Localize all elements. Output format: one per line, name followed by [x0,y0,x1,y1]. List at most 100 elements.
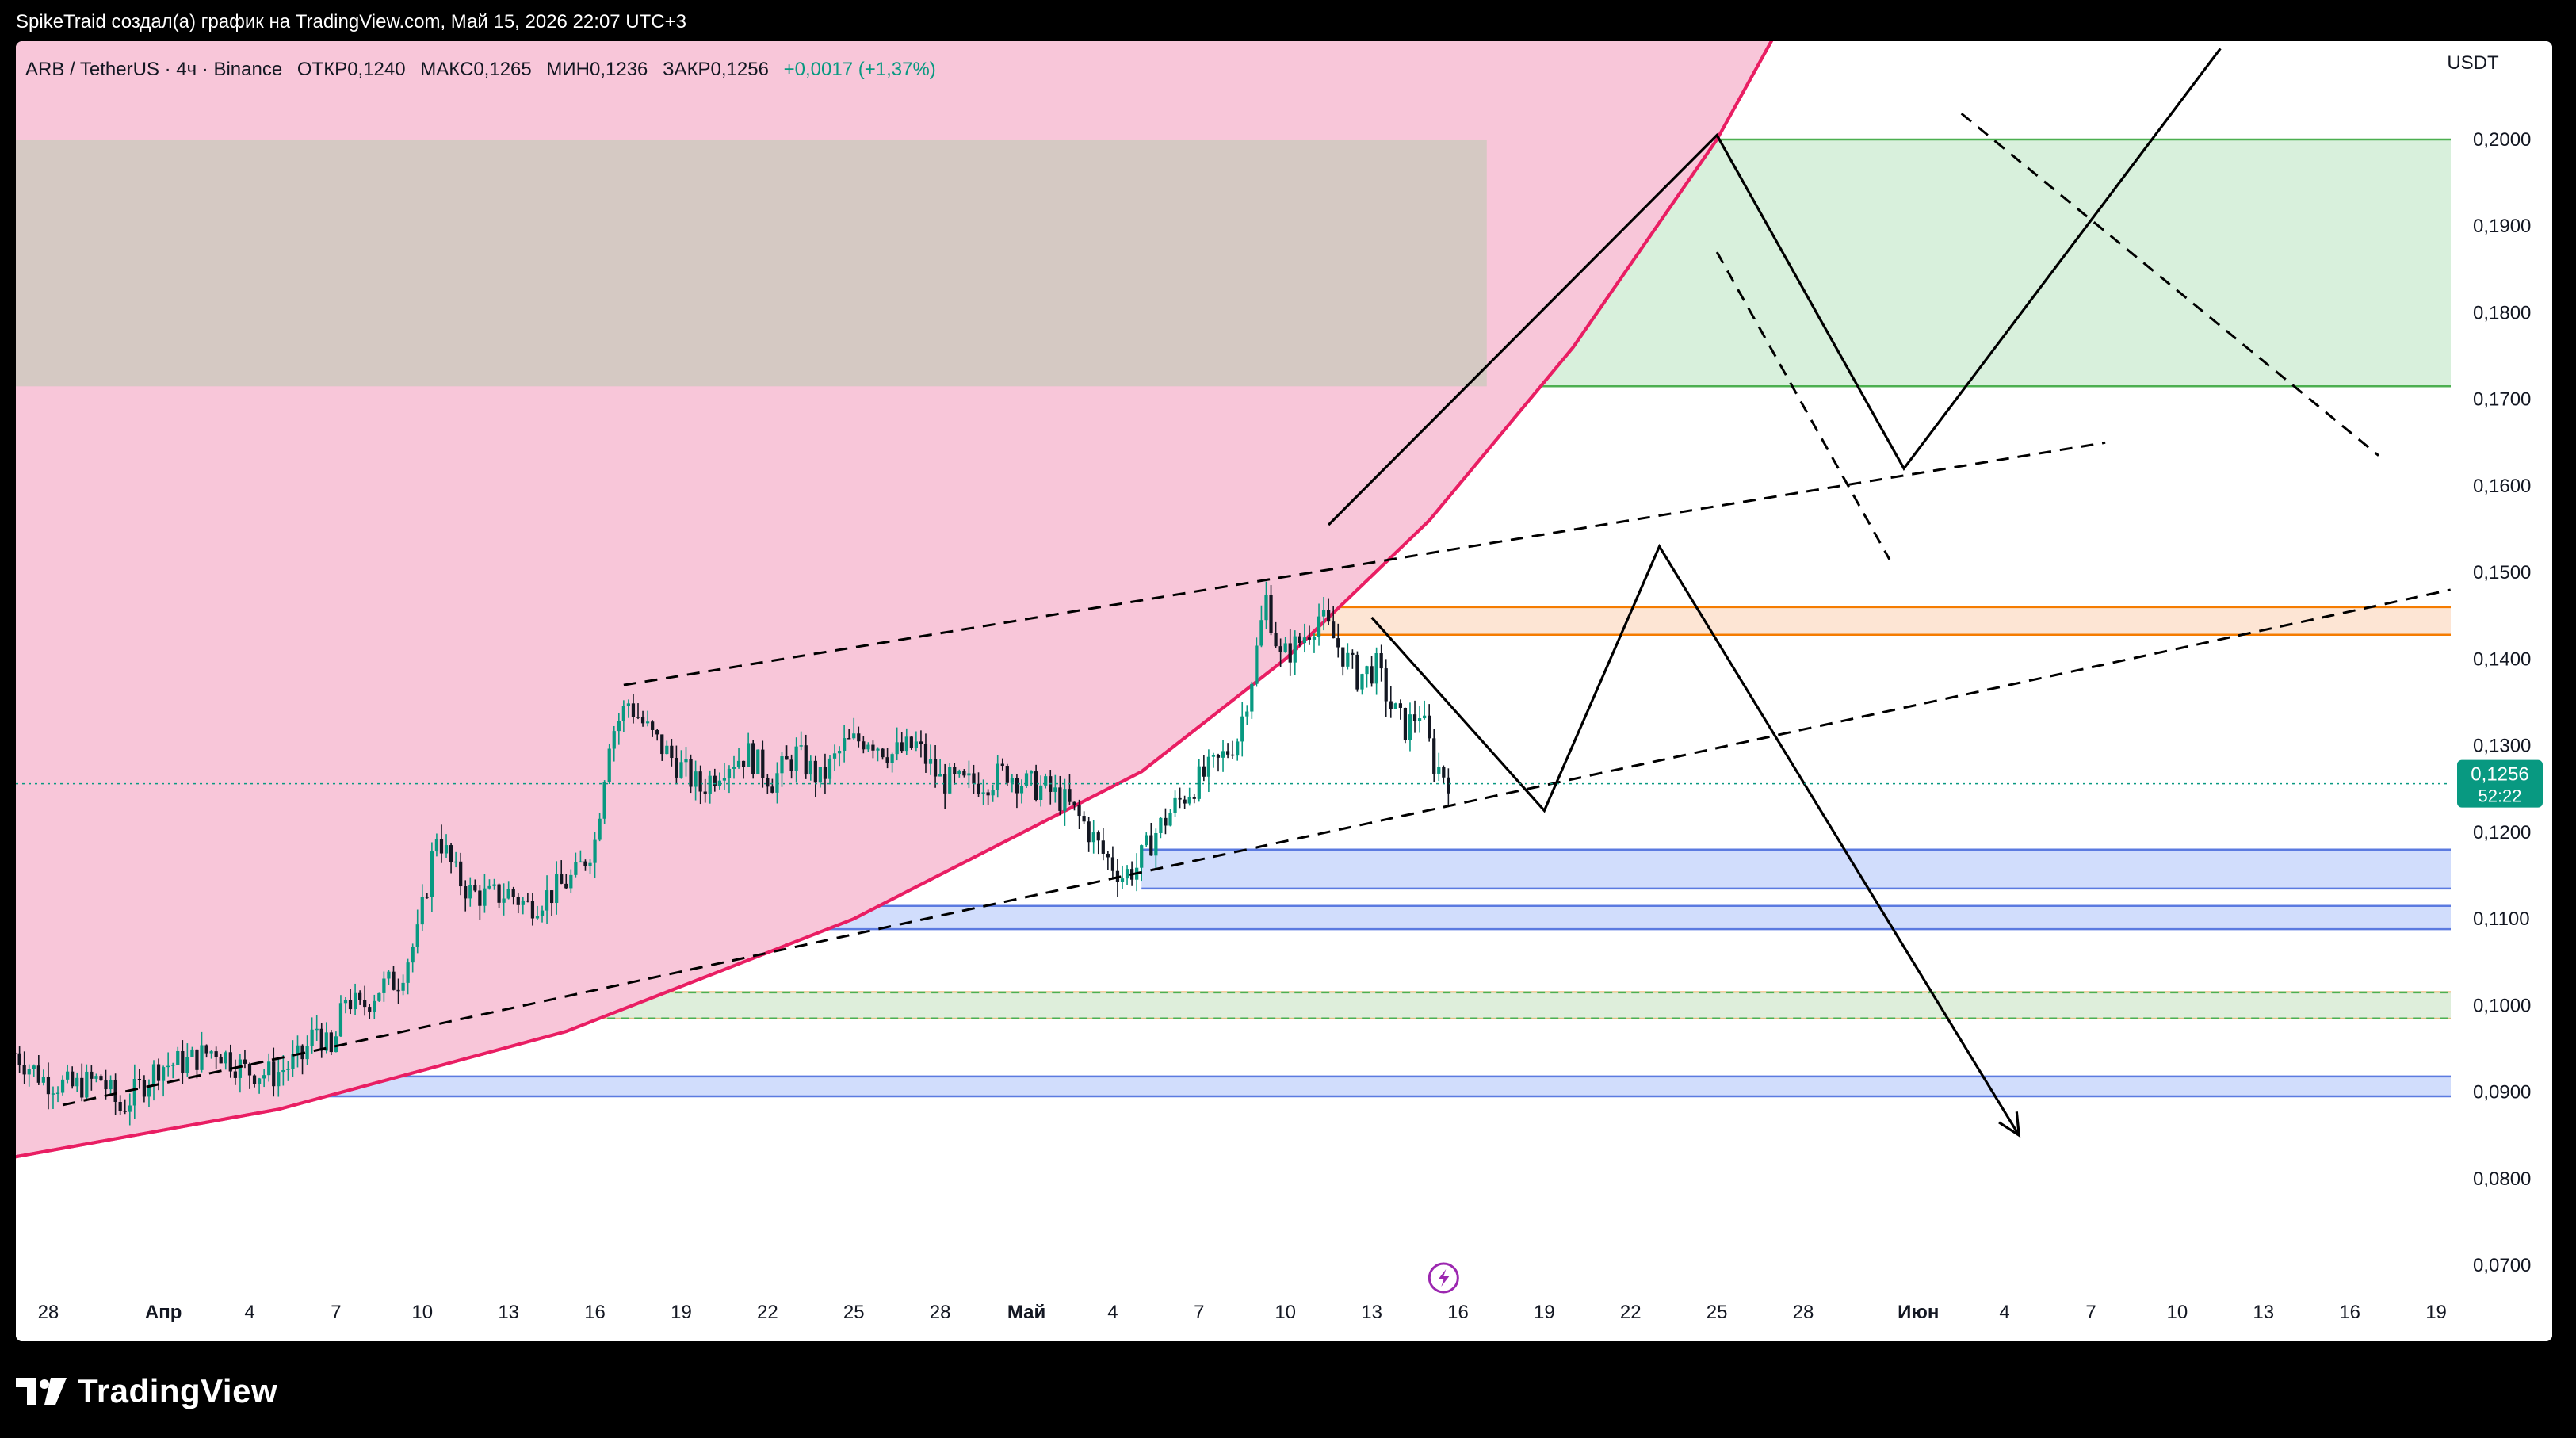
candle[interactable] [281,1054,285,1086]
candle[interactable] [751,740,755,779]
candle[interactable] [310,1017,314,1054]
candle[interactable] [1015,774,1019,809]
candle[interactable] [962,769,966,778]
candle[interactable] [785,745,789,760]
candle[interactable] [1321,596,1326,631]
candle[interactable] [233,1059,237,1085]
candle[interactable] [804,734,808,779]
candle[interactable] [1039,775,1043,807]
candle[interactable] [377,992,381,1003]
candle[interactable] [151,1060,156,1101]
candle[interactable] [555,861,559,915]
candle[interactable] [689,754,693,794]
candle[interactable] [986,789,990,805]
candle[interactable] [516,893,520,914]
candle[interactable] [132,1064,136,1119]
candle[interactable] [837,746,842,767]
candle[interactable] [392,966,396,991]
candle[interactable] [1140,844,1144,882]
candle[interactable] [713,768,717,792]
candle[interactable] [425,893,429,899]
candle[interactable] [449,843,453,874]
candle[interactable] [1164,808,1168,835]
candle[interactable] [1197,759,1201,802]
candle[interactable] [549,890,554,916]
candle[interactable] [727,765,732,794]
candle[interactable] [1010,774,1014,793]
candle[interactable] [1412,700,1417,733]
candle[interactable] [1332,606,1336,639]
candle[interactable] [545,875,549,924]
candle[interactable] [200,1031,204,1073]
candle[interactable] [1091,820,1095,854]
candle[interactable] [684,747,688,777]
candle[interactable] [1327,598,1331,625]
candle[interactable] [775,762,779,804]
candle[interactable] [1442,765,1446,784]
candle[interactable] [583,859,587,871]
candle[interactable] [373,994,376,1020]
candle[interactable] [1101,828,1105,861]
candle[interactable] [315,1015,319,1041]
candle[interactable] [761,740,765,788]
candle[interactable] [919,730,923,758]
candle[interactable] [1312,633,1317,653]
candle[interactable] [957,769,961,778]
candle[interactable] [564,874,568,889]
candle[interactable] [1374,647,1378,695]
candle[interactable] [1000,758,1004,771]
candle[interactable] [262,1069,266,1088]
candle[interactable] [857,726,861,748]
candle[interactable] [736,748,741,769]
zone-blue-3[interactable] [278,1076,2451,1096]
candle[interactable] [1096,830,1100,855]
candle[interactable] [928,744,933,775]
candle[interactable] [660,734,664,761]
candle[interactable] [71,1066,75,1089]
candle[interactable] [1269,585,1273,636]
candle[interactable] [439,824,444,863]
candle[interactable] [1005,763,1009,786]
candle[interactable] [766,774,770,794]
candle[interactable] [1216,753,1221,772]
candle[interactable] [1044,773,1048,789]
candle[interactable] [32,1064,36,1077]
candle[interactable] [1432,729,1436,782]
candle[interactable] [46,1062,51,1110]
price-scale[interactable] [2451,41,2552,1341]
currency-label[interactable]: USDT [2447,52,2499,74]
candle[interactable] [1221,740,1225,772]
candle[interactable] [277,1057,281,1097]
candle[interactable] [1159,816,1163,839]
candle[interactable] [813,755,817,797]
candle[interactable] [645,710,650,727]
candle[interactable] [17,1046,21,1073]
zone-blue-1[interactable] [1141,849,2451,889]
candle[interactable] [602,780,606,824]
projection-path-1[interactable] [1370,543,2020,1136]
candle[interactable] [598,813,602,842]
candle[interactable] [123,1099,127,1115]
candle[interactable] [195,1049,199,1079]
candle[interactable] [1384,659,1388,717]
candle[interactable] [1183,795,1187,809]
symbol-title[interactable]: ARB / TetherUS · 4ч · Binance [25,59,283,80]
candle[interactable] [670,739,674,767]
candle[interactable] [1255,637,1259,687]
candle[interactable] [808,755,812,781]
candle[interactable] [1302,623,1307,653]
candle[interactable] [1231,740,1235,759]
candle[interactable] [1298,633,1301,647]
candle[interactable] [977,772,980,797]
candle[interactable] [444,834,449,858]
candle[interactable] [286,1061,290,1081]
candle[interactable] [909,736,913,750]
candle[interactable] [363,985,367,1016]
candle[interactable] [1072,801,1076,811]
candle[interactable] [1274,621,1278,648]
candle[interactable] [679,750,683,779]
candle[interactable] [996,755,999,798]
candle[interactable] [703,778,707,803]
candle[interactable] [1236,738,1240,761]
